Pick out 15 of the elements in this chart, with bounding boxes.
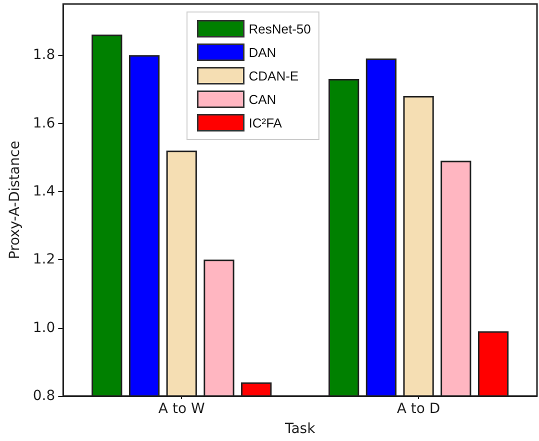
legend-label: ResNet-50 xyxy=(248,21,311,36)
y-tick-label: 1.2 xyxy=(32,252,56,268)
legend-label: CAN xyxy=(248,92,276,107)
x-tick-label: A to W xyxy=(158,401,205,417)
x-tick-label: A to D xyxy=(396,401,440,417)
legend-label: IC²FA xyxy=(248,115,282,130)
y-tick-label: 1.6 xyxy=(32,115,56,132)
y-tick-label: 1.4 xyxy=(32,183,56,200)
y-tick-label: 1.0 xyxy=(32,320,56,336)
x-axis-title: Task xyxy=(284,421,316,437)
y-tick-label: 0.8 xyxy=(32,388,56,404)
y-axis-title: Proxy-A-Distance xyxy=(7,140,23,260)
legend-label: DAN xyxy=(248,44,276,60)
legend-label: CDAN-E xyxy=(248,68,299,84)
y-tick-label: 1.8 xyxy=(32,47,56,64)
